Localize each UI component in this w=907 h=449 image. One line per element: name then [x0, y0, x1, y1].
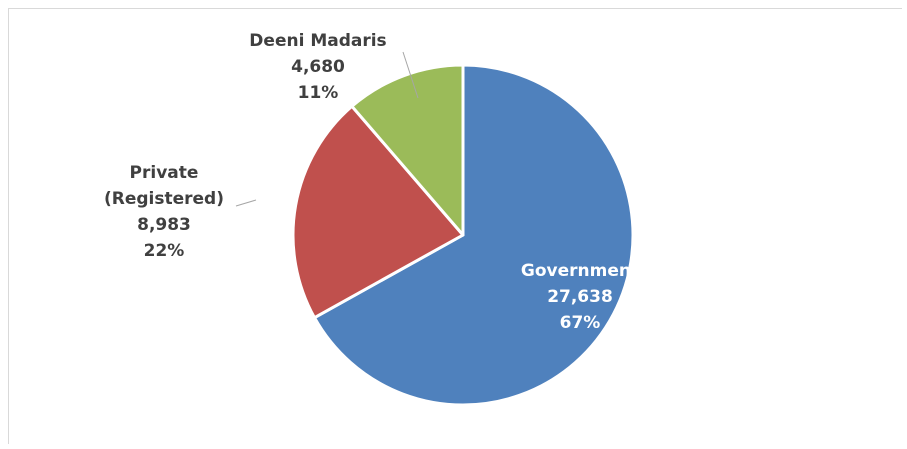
pie-slice-government — [312, 63, 635, 407]
pie-slice-deeni-madaris — [350, 63, 465, 237]
data-label-government: Government 27,638 67% — [521, 261, 639, 333]
leader-line-deeni-madaris — [402, 51, 419, 99]
pie-slice-private-registered — [291, 104, 465, 320]
leader-line-private-registered — [235, 199, 257, 207]
chart-frame — [8, 8, 902, 444]
data-label-deeni-madaris: Deeni Madaris 4,680 11% — [249, 31, 386, 103]
data-label-private-registered: Private (Registered) 8,983 22% — [104, 163, 224, 261]
